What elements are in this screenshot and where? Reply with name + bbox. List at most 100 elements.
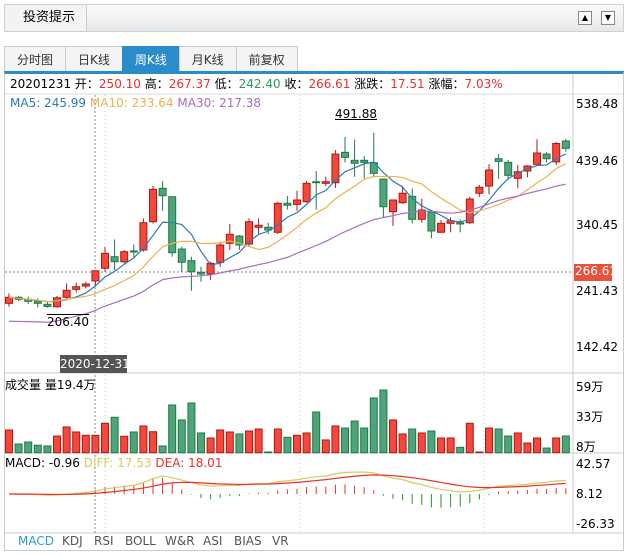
candle-body: [408, 195, 417, 220]
chart-panel: [4, 71, 624, 551]
macd-tick: -26.33: [576, 517, 615, 531]
candle-body: [158, 187, 167, 197]
low-value: 242.40: [238, 77, 281, 91]
candle-body: [53, 297, 61, 308]
info-date: 20201231: [10, 77, 72, 91]
volume-bar: [24, 441, 33, 454]
volume-bar: [427, 430, 436, 454]
tab-monthly-k[interactable]: 月K线: [178, 46, 237, 72]
indicator-tab-kdj[interactable]: KDJ: [62, 534, 83, 548]
volume-title: 成交量 量19.4万: [5, 378, 96, 392]
price-tick: 142.42: [576, 340, 618, 354]
candle-body: [168, 196, 177, 254]
candle-body: [350, 159, 359, 164]
candle-body: [129, 250, 138, 253]
volume-bar: [379, 389, 388, 454]
volume-tick: 59万: [576, 380, 604, 394]
candle-body: [398, 192, 407, 204]
candle-body: [120, 251, 129, 263]
volume-tick: 33万: [576, 410, 604, 424]
pct-label: 涨幅：: [428, 77, 465, 91]
scroll-up-button[interactable]: ▲: [578, 11, 592, 25]
indicator-tab-vr[interactable]: VR: [272, 534, 289, 548]
volume-bar: [331, 425, 340, 454]
price-tick: 439.46: [576, 154, 618, 168]
close-value: 266.61: [308, 77, 351, 91]
volume-bar: [302, 432, 311, 454]
diff-line: [8, 471, 566, 496]
volume-bar: [197, 432, 205, 454]
change-value: 17.51: [390, 77, 425, 91]
macd-legend: MACD: -0.96 DIFF: 17.53 DEA: 18.01: [5, 456, 222, 470]
candle-body: [312, 181, 321, 184]
close-label: 收：: [284, 77, 309, 91]
volume-bar: [552, 437, 561, 454]
ohlc-info: 20201231 开：250.10 高：267.37 低：242.40 收：26…: [10, 75, 503, 92]
indicator-tab-boll[interactable]: BOLL: [125, 534, 156, 548]
candle-body: [552, 142, 561, 163]
candle-body: [494, 158, 503, 162]
indicator-tab-asi[interactable]: ASI: [203, 534, 223, 548]
volume-bar: [561, 435, 570, 454]
indicator-tab-wr[interactable]: W&R: [165, 534, 195, 548]
volume-bar: [254, 428, 263, 454]
volume-bar: [216, 429, 225, 454]
candle-body: [427, 211, 436, 232]
price-tick: 241.43: [576, 284, 618, 298]
candle-body: [293, 199, 301, 205]
ma10-value: MA10: 233.64: [89, 96, 174, 110]
volume-bar: [465, 422, 474, 454]
volume-bar: [14, 443, 23, 454]
volume-bar: [149, 431, 157, 454]
candle-body: [33, 300, 42, 304]
volume-bar: [408, 428, 417, 454]
volume-bar: [235, 433, 244, 454]
candle-body: [456, 222, 465, 225]
open-label: 开：: [74, 77, 99, 91]
volume-bar: [110, 416, 119, 454]
open-value: 250.10: [98, 77, 141, 91]
volume-bar: [33, 444, 42, 454]
volume-bar: [129, 431, 138, 454]
volume-bar: [187, 402, 196, 454]
candle-body: [235, 235, 244, 246]
tab-forward-adjusted[interactable]: 前复权: [235, 46, 298, 72]
candle-body: [475, 186, 484, 194]
dea-line: [8, 474, 566, 496]
indicator-tab-bias[interactable]: BIAS: [234, 534, 262, 548]
candle-body: [110, 256, 119, 263]
candle-body: [245, 221, 253, 245]
candle-body: [533, 152, 541, 165]
volume-bar: [168, 404, 177, 454]
low-label: 低：: [214, 77, 239, 91]
indicator-tab-macd[interactable]: MACD: [18, 534, 54, 548]
ma30-line: [8, 183, 566, 323]
crosshair-price-label: 266.61: [574, 264, 617, 281]
candle-body: [206, 262, 215, 275]
header-bar: 投资提示 ▲ ▼: [4, 4, 624, 32]
volume-bar: [321, 439, 330, 454]
volume-bar: [81, 434, 90, 454]
volume-bar: [62, 426, 71, 454]
candle-body: [62, 289, 71, 298]
volume-bar: [533, 437, 541, 454]
volume-bar: [369, 397, 378, 454]
volume-bar: [53, 435, 61, 454]
volume-bar: [523, 442, 532, 454]
change-label: 涨跌：: [354, 77, 391, 91]
volume-bar: [398, 433, 407, 454]
tab-intraday[interactable]: 分时图: [4, 46, 67, 72]
high-value: 267.37: [168, 77, 211, 91]
candle-body: [561, 140, 570, 149]
diff-value: DIFF: 17.53: [83, 456, 152, 470]
scroll-down-button[interactable]: ▼: [601, 11, 615, 25]
ma10-line: [8, 163, 567, 303]
tab-daily-k[interactable]: 日K线: [65, 46, 123, 72]
indicator-tab-rsi[interactable]: RSI: [94, 534, 114, 548]
candle-body: [216, 244, 225, 263]
high-label: 高：: [144, 77, 169, 91]
volume-bar: [494, 428, 503, 454]
candle-body: [225, 233, 234, 244]
tab-weekly-k[interactable]: 周K线: [121, 46, 180, 72]
